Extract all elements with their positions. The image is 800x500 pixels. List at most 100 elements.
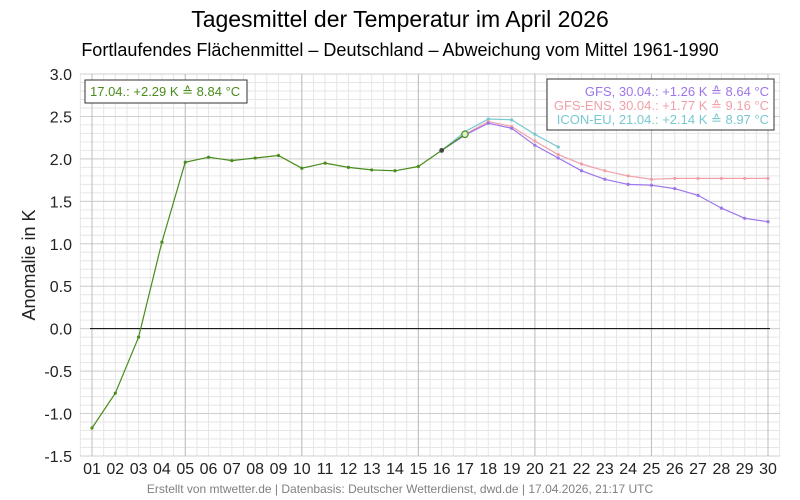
x-tick-label: 04 [153, 461, 171, 478]
observed-info-text: 17.04.: +2.29 K ≙ 8.84 °C [90, 84, 240, 99]
data-point-2 [743, 176, 747, 181]
data-point-3 [556, 145, 560, 149]
chart-title: Tagesmittel der Temperatur im April 2026 [191, 6, 609, 32]
y-tick-label: 0.0 [50, 322, 72, 339]
data-point-0 [370, 168, 374, 172]
legend-entry-icon-eu: ICON-EU, 21.04.: +2.14 K ≙ 8.97 °C [557, 112, 769, 127]
data-point-1 [626, 182, 630, 186]
x-tick-label: 27 [689, 461, 707, 478]
x-tick-label: 26 [666, 461, 684, 478]
y-tick-label: -1.5 [44, 449, 72, 466]
data-point-3 [509, 118, 514, 122]
x-tick-label: 02 [106, 461, 124, 478]
x-tick-label: 13 [363, 461, 381, 478]
legend-entry-gfs-ens: GFS-ENS, 30.04.: +1.77 K ≙ 9.16 °C [554, 98, 769, 113]
x-tick-label: 28 [712, 461, 730, 478]
y-tick-labels: -1.5 -1.0 -0.5 0.0 0.5 1.0 1.5 2.0 2.5 3.0 [44, 67, 72, 466]
latest-observation-point [461, 130, 469, 139]
y-tick-label: 2.5 [50, 109, 72, 126]
data-point-3 [486, 117, 490, 121]
series-layer [90, 117, 770, 430]
data-point-0 [160, 240, 164, 244]
footer-credits: Erstellt von mtwetter.de | Datenbasis: D… [146, 482, 654, 496]
y-axis-label: Anomalie in K [19, 209, 39, 320]
data-point-1 [719, 206, 723, 210]
x-tick-label: 05 [176, 461, 194, 478]
data-point-0 [323, 161, 327, 165]
data-point-0 [230, 158, 234, 163]
data-point-0 [276, 153, 281, 158]
data-point-0 [346, 165, 351, 169]
data-point-2 [626, 174, 630, 178]
data-point-1 [533, 143, 537, 147]
x-tick-label: 15 [409, 461, 427, 478]
x-tick-label: 12 [340, 461, 358, 478]
x-tick-label: 09 [270, 461, 288, 478]
data-point-2 [579, 162, 584, 166]
data-point-0 [393, 169, 397, 173]
data-point-1 [673, 187, 677, 191]
data-point-2 [719, 176, 723, 181]
x-tick-label: 21 [549, 461, 567, 478]
x-tick-label: 01 [83, 461, 101, 478]
y-tick-label: 2.0 [50, 152, 72, 169]
data-point-2 [766, 176, 770, 181]
data-point-2 [649, 177, 654, 181]
data-point-2 [533, 139, 537, 143]
x-tick-label: 20 [526, 461, 544, 478]
data-point-0 [113, 391, 117, 395]
x-tick-label: 23 [596, 461, 614, 478]
data-point-2 [556, 153, 560, 157]
data-point-1 [696, 193, 700, 197]
data-point-0 [416, 164, 420, 169]
data-point-1 [509, 126, 514, 130]
data-point-0 [206, 155, 211, 159]
data-point-1 [486, 121, 490, 125]
data-point-0 [183, 160, 187, 164]
x-tick-label: 29 [736, 461, 754, 478]
x-tick-labels: 01 02 03 04 05 06 07 08 09 10 11 12 13 14 15 16 17 18 19 20… [83, 461, 777, 478]
legend-entry-gfs: GFS, 30.04.: +1.26 K ≙ 8.64 °C [585, 84, 769, 99]
forecast-start-point [439, 148, 445, 153]
data-point-1 [579, 169, 584, 173]
data-point-1 [649, 183, 654, 187]
x-tick-label: 17 [456, 461, 474, 478]
data-point-2 [673, 176, 677, 181]
observed-info-box: 17.04.: +2.29 K ≙ 8.84 °C [84, 79, 248, 104]
x-tick-label: 14 [386, 461, 404, 478]
data-point-2 [696, 176, 700, 181]
data-point-1 [556, 156, 560, 160]
data-point-1 [743, 216, 747, 220]
data-point-2 [603, 169, 607, 173]
x-tick-label: 08 [246, 461, 264, 478]
x-tick-label: 24 [619, 461, 637, 478]
y-tick-label: -0.5 [44, 364, 72, 381]
y-tick-label: 1.5 [50, 194, 72, 211]
x-tick-label: 06 [200, 461, 218, 478]
data-point-0 [137, 335, 141, 339]
x-tick-label: 11 [317, 461, 334, 478]
x-tick-label: 16 [433, 461, 451, 478]
y-tick-label: 0.5 [50, 279, 72, 296]
data-point-0 [90, 426, 94, 430]
data-point-3 [533, 132, 537, 136]
x-tick-label: 18 [479, 461, 497, 478]
x-tick-label: 10 [293, 461, 311, 478]
chart-subtitle: Fortlaufendes Flächenmittel – Deutschlan… [81, 40, 719, 60]
series-line-3 [441, 118, 559, 151]
data-point-1 [766, 220, 770, 224]
x-tick-label: 25 [643, 461, 661, 478]
data-point-0 [300, 166, 304, 170]
x-tick-label: 19 [503, 461, 521, 478]
y-tick-label: 1.0 [50, 237, 72, 254]
x-tick-label: 30 [759, 461, 777, 478]
x-tick-label: 07 [223, 461, 241, 478]
data-point-1 [603, 177, 607, 181]
y-tick-label: -1.0 [44, 407, 72, 424]
x-tick-label: 03 [130, 461, 148, 478]
data-point-0 [253, 156, 257, 160]
x-tick-label: 22 [573, 461, 591, 478]
legend: GFS, 30.04.: +1.26 K ≙ 8.64 °C GFS-ENS, … [546, 78, 775, 131]
y-tick-label: 3.0 [50, 67, 72, 84]
